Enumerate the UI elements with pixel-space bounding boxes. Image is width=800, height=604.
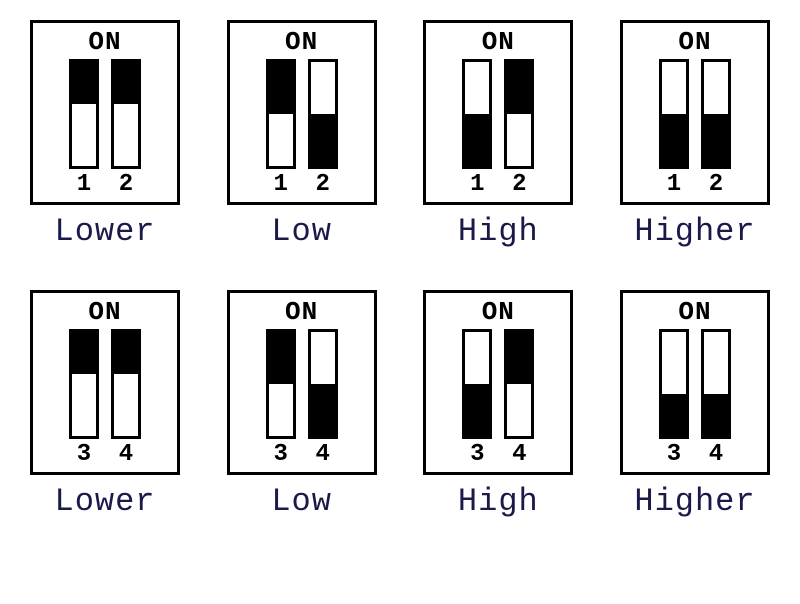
dip-switch-diagram: ON12LowerON12LowON12HighON12HigherON34Lo…	[30, 20, 770, 520]
switch-fill	[704, 394, 728, 436]
switch-fill	[114, 332, 138, 374]
switch-number: 4	[111, 441, 141, 468]
dip-switch	[69, 329, 99, 439]
dip-box: ON 34	[30, 290, 180, 475]
switches-container	[69, 59, 141, 169]
dip-row-1: ON34LowerON34LowON34HighON34Higher	[30, 290, 770, 520]
unit-label: Low	[271, 483, 332, 520]
dip-switch	[701, 329, 731, 439]
on-label: ON	[285, 297, 318, 327]
on-label: ON	[678, 27, 711, 57]
switch-numbers: 34	[659, 441, 731, 468]
switches-container	[69, 329, 141, 439]
switch-unit: ON 12 Low	[227, 20, 377, 250]
switch-number: 1	[462, 171, 492, 198]
switch-fill	[269, 62, 293, 114]
switch-unit: ON 12 High	[423, 20, 573, 250]
switch-number: 2	[308, 171, 338, 198]
switch-unit: ON 34 High	[423, 290, 573, 520]
dip-box: ON 12	[227, 20, 377, 205]
unit-label: Low	[271, 213, 332, 250]
switch-number: 2	[111, 171, 141, 198]
dip-switch	[659, 329, 689, 439]
switch-numbers: 34	[266, 441, 338, 468]
on-label: ON	[482, 297, 515, 327]
switch-fill	[465, 114, 489, 166]
switch-fill	[72, 62, 96, 104]
switch-unit: ON 34 Lower	[30, 290, 180, 520]
on-label: ON	[482, 27, 515, 57]
dip-box: ON 12	[30, 20, 180, 205]
switch-number: 3	[659, 441, 689, 468]
switch-numbers: 34	[462, 441, 534, 468]
switch-numbers: 34	[69, 441, 141, 468]
switches-container	[462, 59, 534, 169]
switch-numbers: 12	[462, 171, 534, 198]
switch-numbers: 12	[659, 171, 731, 198]
switch-fill	[311, 384, 335, 436]
switch-number: 3	[69, 441, 99, 468]
dip-switch	[504, 329, 534, 439]
on-label: ON	[285, 27, 318, 57]
switch-fill	[507, 62, 531, 114]
unit-label: Lower	[54, 213, 155, 250]
dip-row-0: ON12LowerON12LowON12HighON12Higher	[30, 20, 770, 250]
switch-number: 2	[504, 171, 534, 198]
switch-numbers: 12	[69, 171, 141, 198]
switch-fill	[507, 332, 531, 384]
dip-switch	[308, 329, 338, 439]
dip-box: ON 34	[423, 290, 573, 475]
switch-number: 1	[659, 171, 689, 198]
switch-number: 4	[701, 441, 731, 468]
on-label: ON	[678, 297, 711, 327]
dip-switch	[111, 329, 141, 439]
dip-switch	[504, 59, 534, 169]
dip-box: ON 12	[423, 20, 573, 205]
switch-fill	[114, 62, 138, 104]
switch-number: 1	[69, 171, 99, 198]
switch-fill	[311, 114, 335, 166]
switch-unit: ON 34 Low	[227, 290, 377, 520]
dip-switch	[266, 329, 296, 439]
switch-unit: ON 12 Higher	[620, 20, 770, 250]
dip-box: ON 12	[620, 20, 770, 205]
switch-fill	[662, 114, 686, 166]
switches-container	[266, 59, 338, 169]
switch-number: 3	[462, 441, 492, 468]
unit-label: Higher	[634, 483, 755, 520]
switches-container	[659, 59, 731, 169]
dip-switch	[266, 59, 296, 169]
dip-box: ON 34	[620, 290, 770, 475]
switches-container	[462, 329, 534, 439]
on-label: ON	[88, 297, 121, 327]
switch-fill	[269, 332, 293, 384]
unit-label: Higher	[634, 213, 755, 250]
switch-number: 3	[266, 441, 296, 468]
switch-number: 2	[701, 171, 731, 198]
dip-switch	[462, 59, 492, 169]
switch-fill	[72, 332, 96, 374]
dip-switch	[111, 59, 141, 169]
switch-number: 4	[504, 441, 534, 468]
switch-unit: ON 12 Lower	[30, 20, 180, 250]
dip-switch	[69, 59, 99, 169]
dip-switch	[462, 329, 492, 439]
unit-label: Lower	[54, 483, 155, 520]
switches-container	[659, 329, 731, 439]
switch-number: 4	[308, 441, 338, 468]
switch-numbers: 12	[266, 171, 338, 198]
unit-label: High	[458, 213, 539, 250]
unit-label: High	[458, 483, 539, 520]
switch-unit: ON 34 Higher	[620, 290, 770, 520]
switch-fill	[662, 394, 686, 436]
switches-container	[266, 329, 338, 439]
switch-fill	[704, 114, 728, 166]
switch-number: 1	[266, 171, 296, 198]
switch-fill	[465, 384, 489, 436]
dip-switch	[659, 59, 689, 169]
on-label: ON	[88, 27, 121, 57]
dip-box: ON 34	[227, 290, 377, 475]
dip-switch	[701, 59, 731, 169]
dip-switch	[308, 59, 338, 169]
